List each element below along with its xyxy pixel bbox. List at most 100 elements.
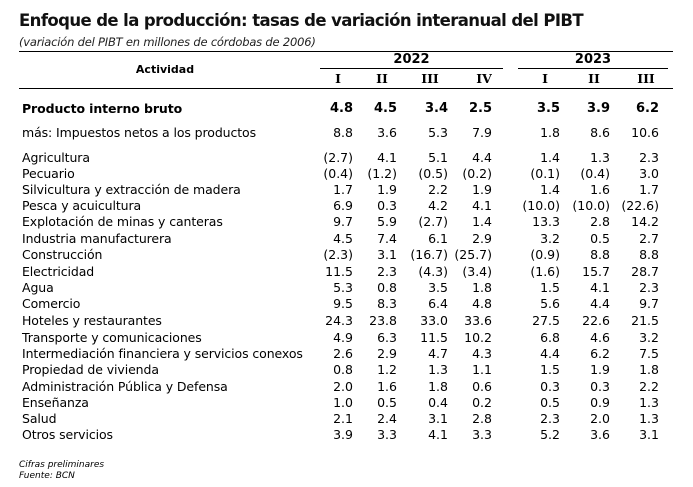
row-value: 1.3 (590, 150, 610, 165)
row-value: 5.3 (333, 280, 353, 295)
row-value: 2.3 (540, 411, 560, 426)
row-value: 3.6 (377, 125, 397, 140)
row-value: 5.6 (540, 296, 560, 311)
row-value: 0.5 (377, 395, 397, 410)
row-value: 4.1 (377, 150, 397, 165)
row-value: 4.5 (333, 231, 353, 246)
top-rule (19, 51, 673, 52)
row-value: 8.8 (590, 247, 610, 262)
row-value: 1.6 (377, 379, 397, 394)
row-value: 1.9 (590, 362, 610, 377)
row-value: (0.2) (462, 166, 492, 181)
row-value: 1.1 (472, 362, 492, 377)
row-value: 3.6 (590, 427, 610, 442)
table-row: Explotación de minas y canteras 9.7 5.9 (2.… (0, 214, 693, 230)
row-value: 1.8 (540, 125, 560, 140)
row-value: 1.4 (472, 214, 492, 229)
row-value: (2.7) (418, 214, 448, 229)
row-label: Silvicultura y extracción de madera (22, 182, 241, 197)
row-value: 7.4 (377, 231, 397, 246)
row-value: 4.6 (590, 330, 610, 345)
page-subtitle: (variación del PIBT en millones de córdo… (19, 35, 316, 49)
row-value: 2.2 (639, 379, 659, 394)
row-value: 0.3 (590, 379, 610, 394)
quarter-header: I (335, 71, 341, 86)
row-value: 1.5 (540, 280, 560, 295)
row-value: 6.2 (590, 346, 610, 361)
row-value: 2.8 (590, 214, 610, 229)
row-value: 2.4 (377, 411, 397, 426)
row-label: Producto interno bruto (22, 101, 183, 116)
row-value: 0.8 (333, 362, 353, 377)
row-value: (2.3) (323, 247, 353, 262)
row-value: 3.4 (424, 101, 448, 116)
row-value: 15.7 (582, 264, 610, 279)
quarter-header: II (588, 71, 600, 86)
row-label: Enseñanza (22, 395, 89, 410)
row-value: 4.9 (333, 330, 353, 345)
table-row: Construcción (2.3) 3.1 (16.7) (25.7) (0.9) 8.8… (0, 247, 693, 263)
table-row: Producto interno bruto 4.8 4.5 3.4 2.5 3.5 3.9… (0, 101, 693, 117)
row-value: 4.8 (472, 296, 492, 311)
row-value: 5.3 (428, 125, 448, 140)
table-row: Agricultura (2.7) 4.1 5.1 4.4 1.4 1.3 2.3 (0, 150, 693, 166)
row-value: (22.6) (621, 198, 659, 213)
row-value: 2.8 (472, 411, 492, 426)
row-value: 2.9 (472, 231, 492, 246)
row-value: 22.6 (582, 313, 610, 328)
row-value: 8.8 (333, 125, 353, 140)
row-value: 3.5 (536, 101, 560, 116)
row-value: 0.8 (377, 280, 397, 295)
row-value: 10.6 (631, 125, 659, 140)
row-value: 1.7 (333, 182, 353, 197)
row-value: (10.0) (572, 198, 610, 213)
row-value: 33.6 (464, 313, 492, 328)
row-value: 4.4 (472, 150, 492, 165)
row-label: Explotación de minas y canteras (22, 214, 223, 229)
row-value: 1.3 (428, 362, 448, 377)
table-row: Silvicultura y extracción de madera 1.7 1.… (0, 182, 693, 198)
row-value: 1.4 (540, 182, 560, 197)
row-value: 4.3 (472, 346, 492, 361)
row-label: Construcción (22, 247, 103, 262)
row-value: 4.4 (540, 346, 560, 361)
table-row: Transporte y comunicaciones 4.9 6.3 11.5 10.… (0, 330, 693, 346)
row-value: 10.2 (464, 330, 492, 345)
row-value: 1.9 (472, 182, 492, 197)
row-value: 3.0 (639, 166, 659, 181)
row-label: Electricidad (22, 264, 95, 279)
table-row: Pecuario (0.4) (1.2) (0.5) (0.2) (0.1) (0.4) 3.… (0, 166, 693, 182)
year-2022-rule (320, 68, 503, 69)
row-value: 8.6 (590, 125, 610, 140)
row-value: 3.9 (333, 427, 353, 442)
quarter-header: III (421, 71, 439, 86)
row-value: 3.3 (472, 427, 492, 442)
row-value: 2.0 (590, 411, 610, 426)
row-value: 4.1 (472, 198, 492, 213)
header-bottom-rule (19, 88, 673, 89)
row-value: 1.3 (639, 411, 659, 426)
row-value: 0.6 (472, 379, 492, 394)
row-value: 4.7 (428, 346, 448, 361)
row-label: Agua (22, 280, 54, 295)
row-label: Agricultura (22, 150, 90, 165)
row-value: 2.9 (377, 346, 397, 361)
row-value: 9.7 (333, 214, 353, 229)
table-row: Enseñanza 1.0 0.5 0.4 0.2 0.5 0.9 1.3 (0, 395, 693, 411)
footnote-preliminary: Cifras preliminares (19, 460, 105, 470)
row-label: Otros servicios (22, 427, 113, 442)
table-row: Intermediación financiera y servicios co… (0, 346, 693, 362)
row-value: 14.2 (631, 214, 659, 229)
quarter-header: IV (476, 71, 492, 86)
row-value: 2.2 (428, 182, 448, 197)
row-value: 0.5 (540, 395, 560, 410)
row-value: 24.3 (325, 313, 353, 328)
row-value: 8.3 (377, 296, 397, 311)
row-value: 28.7 (631, 264, 659, 279)
row-label: Intermediación financiera y servicios co… (22, 346, 303, 361)
table-row: Otros servicios 3.9 3.3 4.1 3.3 5.2 3.6 3.1 (0, 427, 693, 443)
row-value: 0.4 (428, 395, 448, 410)
table-row: Propiedad de vivienda 0.8 1.2 1.3 1.1 1.5 1.9 1… (0, 362, 693, 378)
row-value: (4.3) (418, 264, 448, 279)
row-value: 1.3 (639, 395, 659, 410)
